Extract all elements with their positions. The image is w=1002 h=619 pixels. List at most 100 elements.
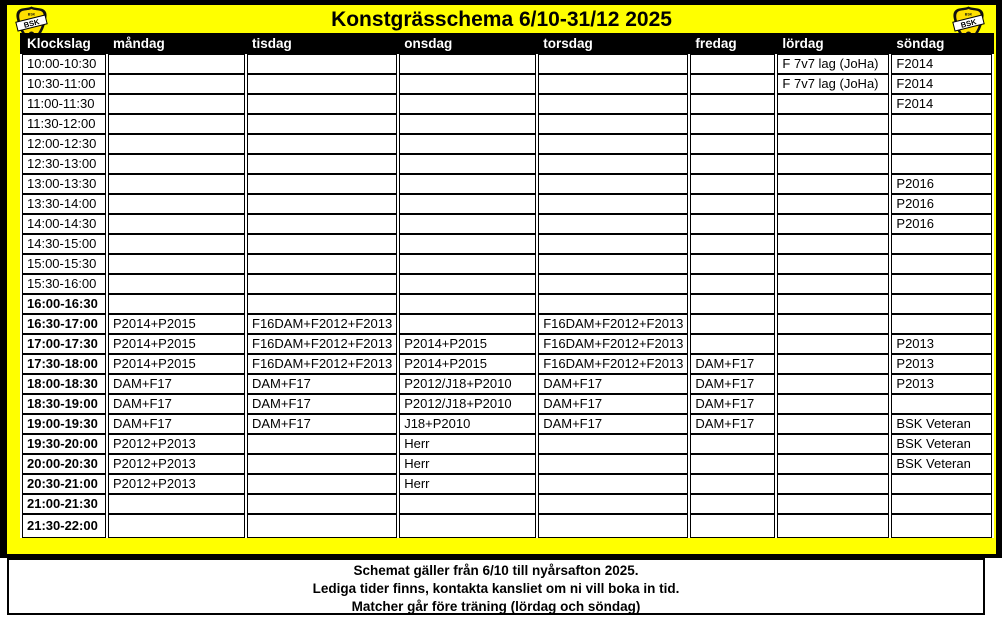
schedule-cell: [399, 154, 537, 174]
schedule-cell: [690, 254, 776, 274]
column-header-day: tisdag: [247, 33, 398, 54]
schedule-cell: [247, 294, 398, 314]
schedule-cell: [891, 134, 993, 154]
schedule-cell: [247, 74, 398, 94]
schedule-cell: [108, 254, 245, 274]
schedule-cell: [538, 514, 689, 538]
table-row: 21:30-22:00: [22, 514, 993, 538]
time-slot-cell: 17:30-18:00: [22, 354, 106, 374]
schedule-cell: DAM+F17: [538, 394, 689, 414]
schedule-cell: [690, 94, 776, 114]
schedule-cell: [777, 514, 890, 538]
table-row: 10:00-10:30 F 7v7 lag (JoHa) F2014: [22, 54, 993, 74]
schedule-cell: [690, 294, 776, 314]
schedule-cell: F2014: [891, 94, 993, 114]
schedule-cell: BSK Veteran: [891, 434, 993, 454]
schedule-cell: [538, 454, 689, 474]
page-title: Konstgrässchema 6/10-31/12 2025: [331, 8, 672, 31]
schedule-cell: DAM+F17: [247, 414, 398, 434]
time-slot-cell: 11:30-12:00: [22, 114, 106, 134]
schedule-cell: [777, 454, 890, 474]
schedule-cell: [247, 514, 398, 538]
schedule-cell: [538, 254, 689, 274]
svg-text:BSK: BSK: [960, 17, 978, 30]
table-row: 10:30-11:00 F 7v7 lag (JoHa) F2014: [22, 74, 993, 94]
schedule-cell: [777, 414, 890, 434]
schedule-cell: DAM+F17: [690, 414, 776, 434]
schedule-cell: DAM+F17: [538, 414, 689, 434]
schedule-cell: [777, 174, 890, 194]
schedule-table: Klockslag måndag tisdag onsdag torsdag fredag…: [20, 33, 995, 538]
schedule-cell: [247, 154, 398, 174]
column-header-day: lördag: [777, 33, 890, 54]
schedule-cell: [777, 214, 890, 234]
schedule-cell: [777, 474, 890, 494]
schedule-cell: P2016: [891, 174, 993, 194]
schedule-cell: [538, 134, 689, 154]
svg-text:BSK: BSK: [28, 13, 36, 17]
schedule-cell: [690, 474, 776, 494]
schedule-cell: F16DAM+F2012+F2013: [538, 354, 689, 374]
footer-note-validity: Schemat gäller från 6/10 till nyårsafton…: [353, 563, 639, 578]
schedule-cell: [108, 234, 245, 254]
schedule-cell: F16DAM+F2012+F2013: [247, 354, 398, 374]
schedule-cell: [108, 194, 245, 214]
schedule-cell: [538, 54, 689, 74]
column-header-day: söndag: [891, 33, 993, 54]
schedule-cell: [399, 514, 537, 538]
schedule-cell: [108, 154, 245, 174]
time-slot-cell: 11:00-11:30: [22, 94, 106, 114]
schedule-cell: [538, 494, 689, 514]
schedule-cell: F 7v7 lag (JoHa): [777, 74, 890, 94]
schedule-cell: [399, 114, 537, 134]
schedule-cell: [247, 134, 398, 154]
svg-text:BSK: BSK: [965, 13, 973, 17]
schedule-cell: [399, 94, 537, 114]
schedule-cell: [891, 474, 993, 494]
schedule-cell: [399, 294, 537, 314]
schedule-cell: [891, 254, 993, 274]
schedule-cell: [690, 214, 776, 234]
schedule-cell: [538, 114, 689, 134]
schedule-cell: [891, 114, 993, 134]
schedule-cell: [538, 294, 689, 314]
schedule-cell: Herr: [399, 474, 537, 494]
table-row: 17:00-17:30 P2014+P2015 F16DAM+F2012+F2013…: [22, 334, 993, 354]
schedule-cell: [891, 394, 993, 414]
table-row: 12:00-12:30: [22, 134, 993, 154]
time-slot-cell: 13:00-13:30: [22, 174, 106, 194]
table-row: 16:30-17:00 P2014+P2015 F16DAM+F2012+F2013…: [22, 314, 993, 334]
table-row: 16:00-16:30: [22, 294, 993, 314]
schedule-cell: [777, 494, 890, 514]
schedule-cell: [777, 254, 890, 274]
time-slot-cell: 19:30-20:00: [22, 434, 106, 454]
time-slot-cell: 17:00-17:30: [22, 334, 106, 354]
schedule-cell: [690, 494, 776, 514]
schedule-table-wrapper: Klockslag måndag tisdag onsdag torsdag fredag…: [20, 33, 995, 538]
schedule-cell: [399, 74, 537, 94]
schedule-cell: F2014: [891, 54, 993, 74]
table-row: 19:00-19:30 DAM+F17 DAM+F17 J18+P2010 DAM+F1…: [22, 414, 993, 434]
schedule-cell: [108, 114, 245, 134]
schedule-cell: P2012/J18+P2010: [399, 374, 537, 394]
time-slot-cell: 12:00-12:30: [22, 134, 106, 154]
time-slot-cell: 18:30-19:00: [22, 394, 106, 414]
time-slot-cell: 20:30-21:00: [22, 474, 106, 494]
schedule-cell: [538, 174, 689, 194]
schedule-cell: [690, 234, 776, 254]
schedule-cell: P2012+P2013: [108, 434, 245, 454]
schedule-cell: [777, 334, 890, 354]
schedule-board: BSK BSK BSK BSK Konstgrässchema 6/10-31/…: [0, 0, 1002, 558]
schedule-cell: DAM+F17: [690, 354, 776, 374]
schedule-cell: [777, 434, 890, 454]
schedule-cell: [399, 214, 537, 234]
schedule-cell: P2016: [891, 194, 993, 214]
schedule-cell: [690, 334, 776, 354]
time-slot-cell: 21:30-22:00: [22, 514, 106, 538]
schedule-cell: F16DAM+F2012+F2013: [538, 314, 689, 334]
schedule-cell: [777, 114, 890, 134]
time-slot-cell: 13:30-14:00: [22, 194, 106, 214]
schedule-cell: [777, 274, 890, 294]
schedule-cell: DAM+F17: [247, 394, 398, 414]
schedule-cell: F16DAM+F2012+F2013: [538, 334, 689, 354]
